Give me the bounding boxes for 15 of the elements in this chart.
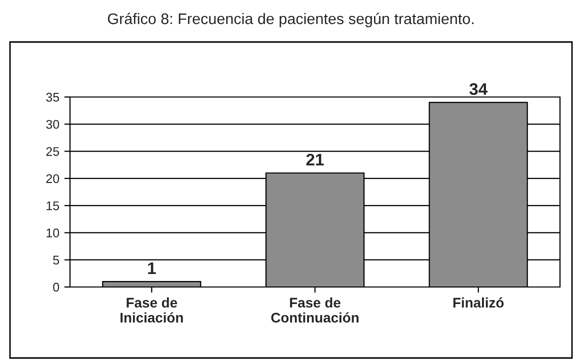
x-tick-label: Finalizó <box>453 297 504 308</box>
data-label: 21 <box>306 154 324 166</box>
y-tick-label: 35 <box>46 92 60 102</box>
x-tick-label: Fase de Continuación <box>271 297 359 323</box>
y-tick-label: 25 <box>46 147 60 156</box>
data-label: 34 <box>469 83 488 95</box>
y-tick-label: 15 <box>46 202 60 210</box>
x-tick-label: Fase de Iniciación <box>120 297 183 323</box>
y-tick-label: 5 <box>53 256 60 265</box>
chart-title: Gráfico 8: Frecuencia de pacientes según tratamiento. <box>108 12 474 28</box>
data-label: 1 <box>148 262 156 274</box>
y-tick-label: 20 <box>46 174 60 184</box>
y-tick-label: 0 <box>53 282 60 292</box>
y-tick-label: 30 <box>46 120 60 129</box>
y-tick-label: 10 <box>46 228 60 238</box>
